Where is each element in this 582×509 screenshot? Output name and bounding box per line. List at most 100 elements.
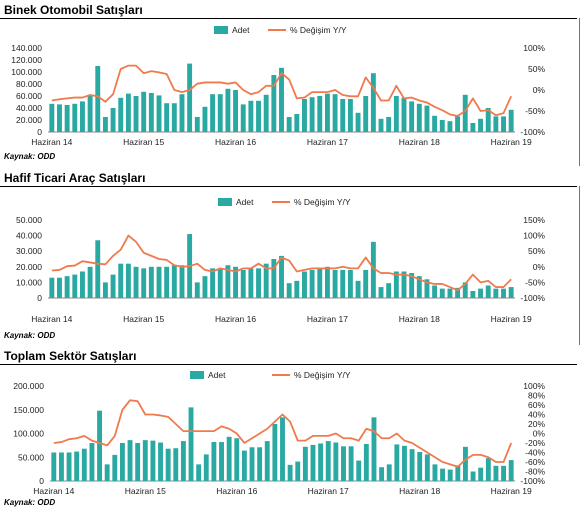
y-right-tick-label: -100%: [520, 476, 545, 486]
y-left-tick-label: 40.000: [16, 103, 42, 113]
bar: [470, 290, 476, 298]
bar: [102, 117, 108, 132]
bar: [150, 440, 156, 482]
bar: [64, 105, 70, 132]
bar: [102, 282, 108, 298]
bar: [72, 103, 78, 132]
bar: [501, 288, 506, 298]
chart-title: Binek Otomobil Satışları: [4, 3, 143, 17]
y-left-tick-label: 60.000: [16, 91, 42, 101]
bar: [118, 263, 124, 298]
bar: [363, 443, 369, 481]
y-right-tick-label: 100%: [523, 231, 545, 241]
bar: [302, 446, 308, 481]
chart-area: 0 10.000 20.000 30.000 40.000 50.000 -100% -50%…: [16, 197, 546, 324]
x-tick-label: Haziran 19: [491, 486, 532, 496]
y-right-tick-label: 80%: [528, 391, 545, 401]
bar: [264, 441, 270, 481]
bar: [432, 464, 438, 482]
bar: [257, 447, 263, 481]
y-left-tick-label: 80.000: [16, 79, 42, 89]
x-tick-label: Haziran 16: [216, 486, 257, 496]
bar: [248, 100, 254, 132]
bar: [455, 287, 461, 298]
bar: [188, 407, 194, 482]
bar: [378, 287, 384, 298]
bar: [356, 460, 362, 481]
bar: [80, 101, 85, 132]
title-rule: [0, 18, 577, 19]
bar: [164, 266, 170, 298]
y-left-tick-label: 50.000: [16, 215, 42, 225]
bar: [393, 96, 399, 132]
bar: [324, 93, 330, 132]
y-right-tick-label: -60%: [525, 457, 545, 467]
bar: [493, 465, 499, 481]
bar: [142, 440, 148, 481]
bar: [125, 263, 131, 298]
bar: [225, 265, 231, 298]
y-right-tick-label: 20%: [528, 419, 545, 429]
bar: [74, 451, 80, 481]
bar: [286, 283, 292, 298]
bar: [234, 438, 240, 481]
bar: [49, 103, 55, 132]
bar: [386, 283, 392, 298]
y-right-tick-label: 60%: [528, 400, 545, 410]
bar: [240, 269, 246, 298]
bar: [386, 464, 392, 482]
x-tick-label: Haziran 16: [215, 314, 256, 324]
bar: [165, 448, 171, 481]
bar: [470, 123, 476, 132]
legend-swatch-bar: [190, 371, 204, 379]
bar: [402, 445, 407, 481]
bar: [180, 441, 186, 481]
y-left-tick-label: 100.000: [11, 67, 42, 77]
bar: [478, 467, 484, 481]
bar: [110, 274, 116, 298]
bar: [294, 114, 300, 132]
bar: [72, 274, 78, 298]
bar: [263, 94, 269, 132]
legend-label: % Değişim Y/Y: [290, 25, 347, 35]
bar: [203, 454, 209, 481]
bar: [196, 464, 202, 482]
title-rule: [0, 186, 577, 187]
y-left-tick-label: 30.000: [16, 246, 42, 256]
chart-panel-1: Binek Otomobil Satışları 0 20.000 40.000 60…: [0, 0, 582, 166]
legend-swatch-bar: [214, 26, 228, 34]
legend-swatch-bar: [218, 198, 232, 206]
bar: [455, 116, 461, 132]
y-left-tick-label: 50.000: [18, 452, 44, 462]
bar: [333, 442, 339, 481]
bar: [164, 103, 170, 132]
y-left-tick-label: 40.000: [16, 231, 42, 241]
source-label: Kaynak: ODD: [4, 152, 56, 161]
bar: [508, 460, 514, 481]
bar: [424, 454, 430, 481]
bar: [87, 266, 93, 298]
bar: [508, 109, 514, 132]
y-right-tick-label: 0%: [533, 262, 546, 272]
bar: [485, 458, 491, 481]
bar: [202, 106, 208, 132]
bar: [347, 269, 353, 298]
source-label: Kaynak: ODD: [4, 498, 56, 507]
bar: [219, 442, 224, 481]
bar: [409, 101, 415, 132]
bar: [133, 266, 139, 298]
bar: [179, 265, 185, 298]
bar: [141, 91, 147, 132]
bar: [211, 442, 217, 481]
bar: [233, 90, 239, 132]
bar: [279, 255, 284, 298]
bar: [485, 108, 491, 132]
bar: [118, 97, 124, 132]
bar: [493, 288, 499, 298]
bar: [156, 266, 162, 298]
chart-area: 0 50.000 100.000 150.000 200.000 -100%-80%-60…: [13, 370, 545, 496]
y-right-tick-label: 0%: [533, 85, 546, 95]
bar: [447, 121, 453, 132]
bar: [256, 268, 261, 298]
bar: [202, 276, 208, 298]
